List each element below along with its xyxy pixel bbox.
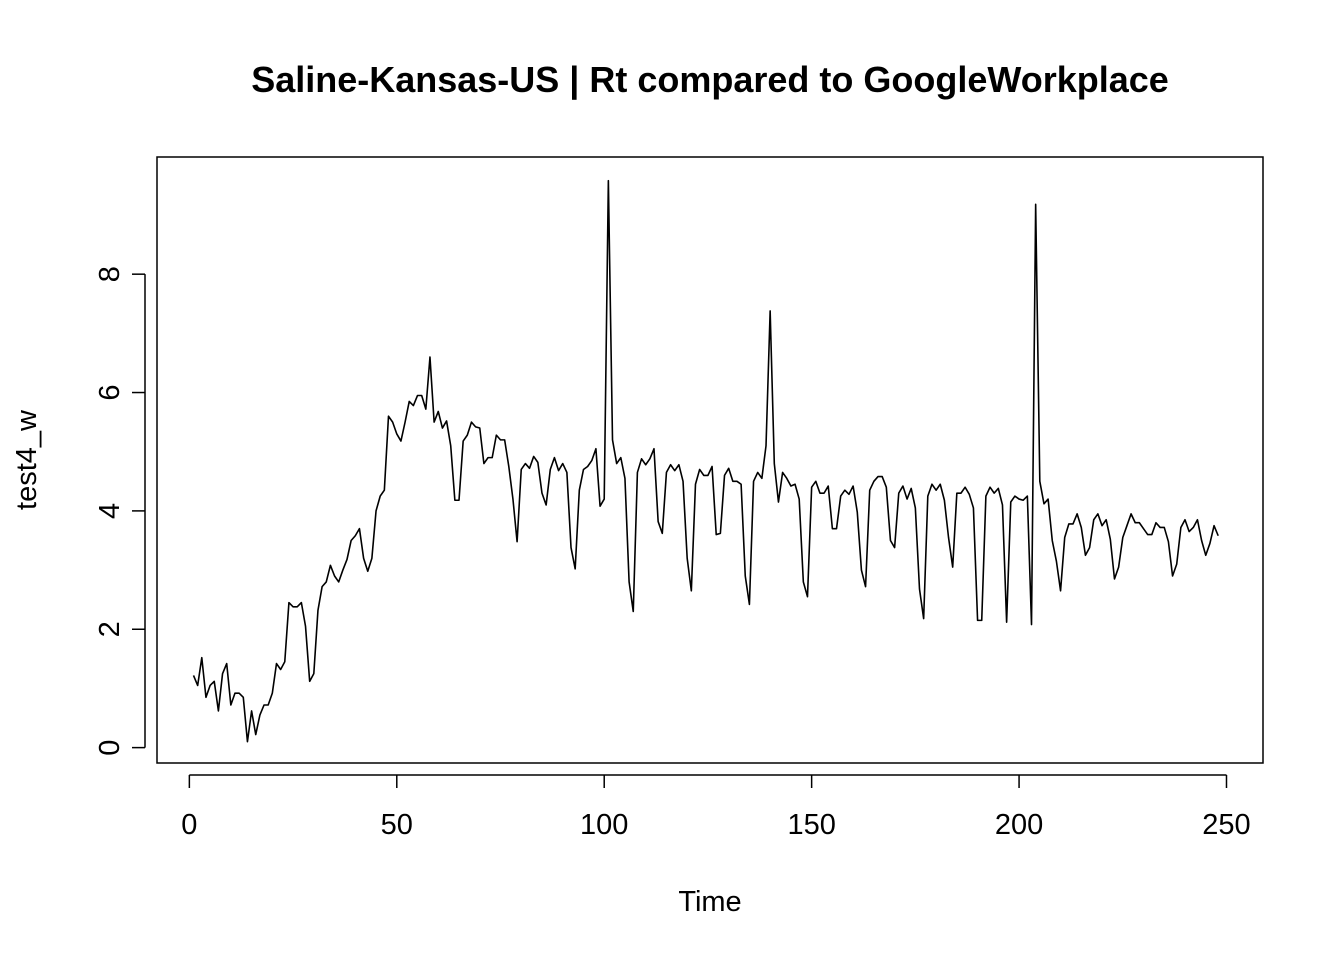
- series-line: [192, 179, 1219, 743]
- chart-title: Saline-Kansas-US | Rt compared to Google…: [251, 59, 1169, 101]
- y-axis: 0 2 4 6 8: [94, 266, 146, 756]
- x-axis-label: Time: [678, 886, 741, 918]
- y-tick-label: 2: [94, 621, 126, 637]
- y-tick-label: 6: [94, 384, 126, 400]
- x-tick-label: 50: [381, 809, 413, 841]
- x-tick-label: 150: [787, 809, 835, 841]
- y-tick-label: 0: [94, 740, 126, 756]
- x-axis: 0 50 100 150 200 250: [181, 774, 1251, 841]
- y-tick-label: 8: [94, 266, 126, 282]
- plot-frame: [156, 156, 1264, 764]
- y-tick-label: 4: [94, 503, 126, 519]
- x-tick-label: 200: [995, 809, 1043, 841]
- x-tick-label: 100: [580, 809, 628, 841]
- y-axis-label: test4_w: [11, 409, 43, 510]
- x-tick-label: 250: [1202, 809, 1250, 841]
- x-tick-label: 0: [181, 809, 197, 841]
